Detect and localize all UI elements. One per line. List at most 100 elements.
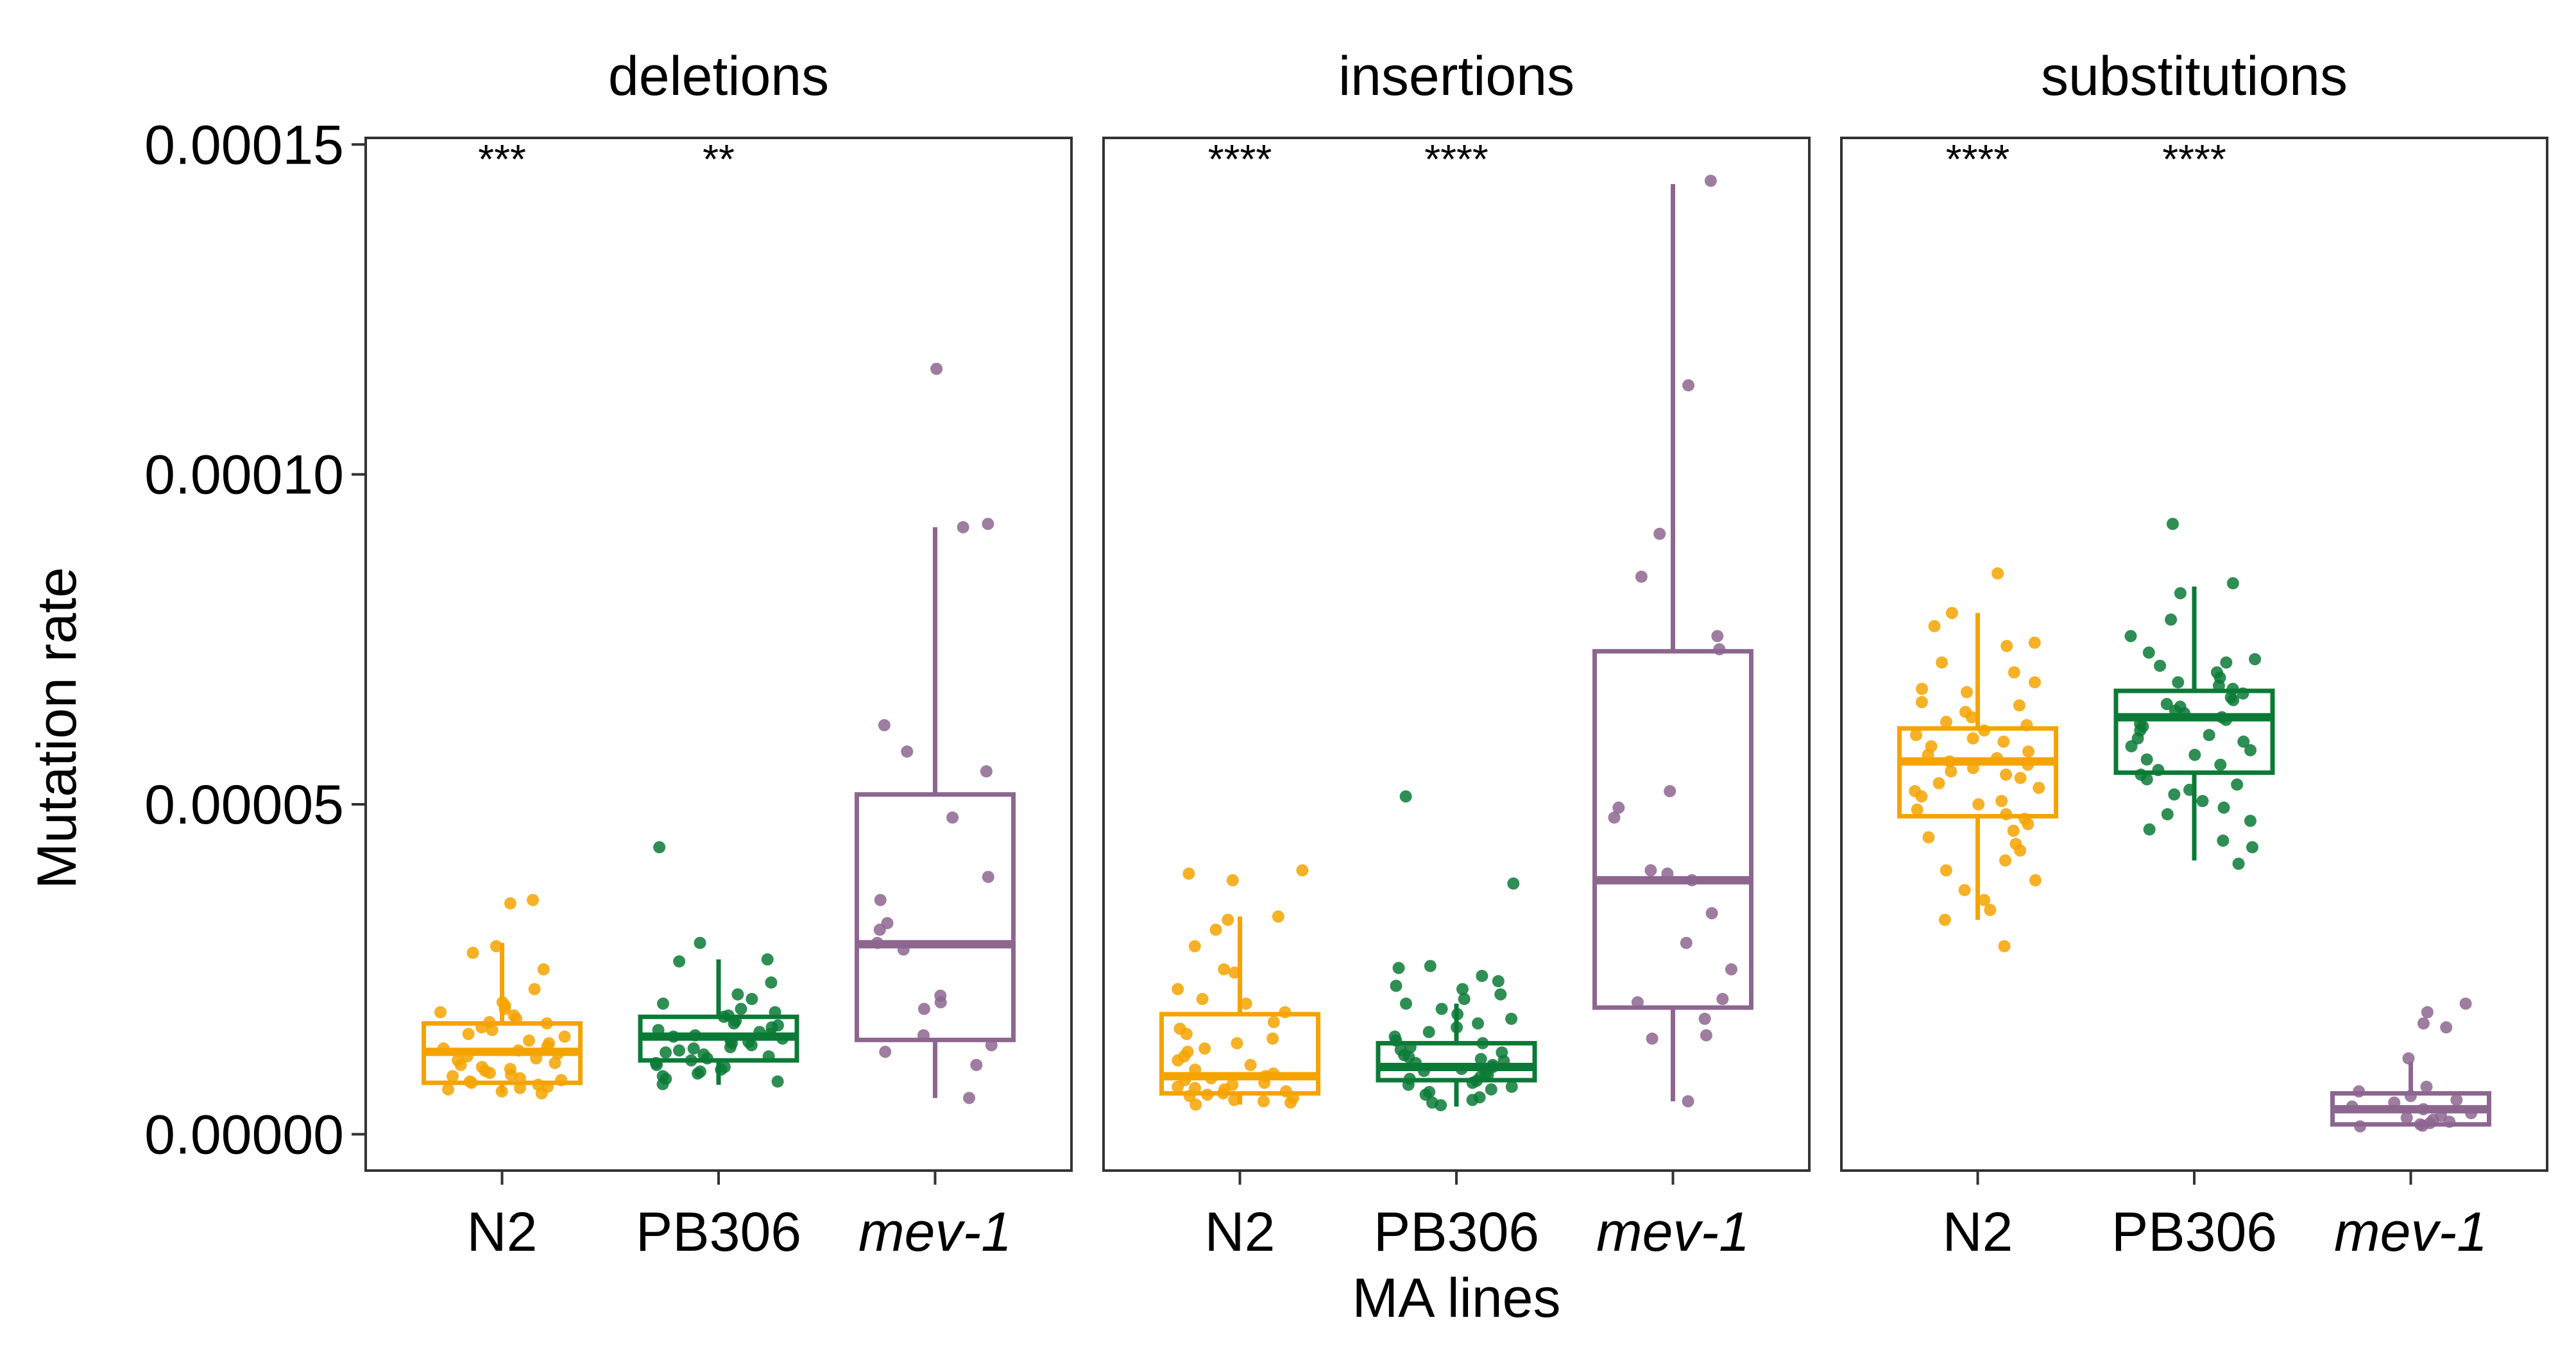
data-point (1222, 913, 1234, 926)
data-point (879, 1046, 892, 1058)
box-N2 (1897, 567, 2059, 952)
data-point (1932, 777, 1945, 790)
data-point (1915, 696, 1928, 709)
data-point (692, 1067, 704, 1080)
data-point (1172, 1054, 1184, 1067)
data-point (672, 1044, 685, 1057)
y-tick-label: 0.00010 (144, 444, 344, 506)
data-point (2417, 1017, 2430, 1030)
data-point (656, 997, 669, 1010)
data-point (2402, 1052, 2415, 1065)
data-point (1972, 798, 1985, 811)
data-point (1608, 811, 1621, 824)
data-point (2014, 772, 2027, 784)
data-point (1612, 801, 1625, 814)
data-point (454, 1058, 467, 1071)
data-point (1945, 765, 1958, 778)
data-point (1915, 790, 1928, 803)
data-point (1244, 1058, 1257, 1071)
iqr-box (2113, 688, 2275, 775)
data-point (1172, 1080, 1184, 1093)
data-point (1458, 993, 1471, 1006)
data-point (1422, 1026, 1435, 1038)
box-PB306 (2113, 518, 2275, 870)
data-point (1231, 1037, 1243, 1049)
data-point (2161, 808, 2174, 820)
data-point (1704, 174, 1717, 187)
data-point (1435, 1003, 1448, 1015)
data-point (1390, 979, 1403, 992)
box-N2 (1159, 864, 1321, 1111)
data-point (694, 936, 706, 949)
data-point (528, 983, 541, 995)
data-point (2244, 744, 2257, 757)
data-point (1172, 983, 1184, 995)
significance-label: **** (1424, 136, 1488, 182)
data-point (982, 518, 994, 530)
data-point (466, 947, 479, 960)
facet-title: insertions (1338, 46, 1574, 107)
data-point (874, 893, 887, 906)
data-point (490, 940, 502, 952)
data-point (735, 1003, 747, 1015)
data-point (660, 1046, 672, 1059)
data-point (2124, 630, 2137, 643)
data-point (1485, 1083, 1497, 1096)
data-point (761, 953, 774, 966)
data-point (934, 996, 947, 1009)
data-point (1646, 1032, 1659, 1045)
data-point (2220, 656, 2233, 669)
data-point (878, 719, 891, 732)
data-point (2203, 729, 2215, 741)
data-point (2237, 735, 2250, 748)
data-point (523, 1034, 536, 1047)
data-point (982, 870, 994, 883)
data-point (2140, 773, 2153, 786)
data-point (2172, 676, 2185, 689)
data-point (1494, 988, 1507, 1001)
data-point (656, 1078, 669, 1090)
iqr-box (1897, 726, 2059, 819)
data-point (1945, 607, 1958, 620)
data-point (1218, 963, 1231, 976)
data-point (2168, 788, 2181, 801)
data-point (2125, 740, 2138, 753)
data-point (2440, 1021, 2453, 1034)
data-point (1424, 960, 1437, 972)
data-point (1472, 1017, 1485, 1030)
data-point (1705, 907, 1718, 920)
data-point (2188, 749, 2201, 761)
significance-label: **** (2162, 136, 2226, 182)
data-point (2214, 758, 2227, 771)
x-tick-label: PB306 (1374, 1201, 1539, 1263)
data-point (1267, 1032, 1279, 1045)
data-point (1936, 656, 1949, 669)
data-point (1284, 1096, 1297, 1109)
data-point (1995, 795, 2008, 808)
data-point (1296, 864, 1309, 877)
data-point (434, 1006, 447, 1019)
data-point (1700, 1029, 1712, 1042)
data-point (2140, 753, 2153, 766)
data-point (1209, 924, 1222, 936)
data-point (1997, 735, 2010, 748)
data-point (1188, 940, 1201, 952)
data-point (1725, 963, 1737, 976)
data-point (1977, 893, 1990, 906)
data-point (1992, 567, 2004, 580)
data-point (1698, 1012, 1711, 1025)
data-point (1456, 983, 1469, 995)
data-point (2142, 646, 2155, 659)
box-mev-1 (2330, 997, 2491, 1133)
data-point (549, 1056, 561, 1069)
data-point (537, 963, 550, 976)
data-point (1228, 1094, 1241, 1106)
data-point (483, 1067, 496, 1079)
x-tick-label: mev-1 (858, 1201, 1012, 1263)
significance-label: ** (703, 136, 735, 182)
data-point (1196, 993, 1209, 1006)
data-point (2022, 745, 2035, 758)
data-point (1984, 904, 1997, 917)
data-point (1272, 910, 1284, 923)
